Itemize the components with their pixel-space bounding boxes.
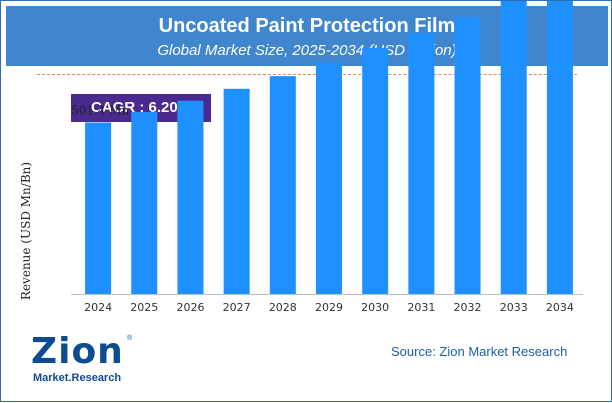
x-tick-label: 2032 xyxy=(454,301,482,314)
bar-2033 xyxy=(500,1,527,294)
bar-2031 xyxy=(408,33,435,294)
bar-2027 xyxy=(223,88,250,294)
bar-2030 xyxy=(362,48,389,294)
bar-2024 xyxy=(85,122,112,294)
x-tick-label: 2024 xyxy=(84,301,112,314)
chart-title: Uncoated Paint Protection Film xyxy=(158,15,456,37)
x-tick-label: 2028 xyxy=(269,301,297,314)
x-tick-label: 2027 xyxy=(223,301,251,314)
bar-2028 xyxy=(269,76,296,294)
logo-registered-mark: ® xyxy=(127,335,133,342)
dashed-divider xyxy=(37,74,577,75)
x-tick-label: 2033 xyxy=(500,301,528,314)
logo-name: Zion xyxy=(31,331,124,372)
zion-logo: Zion ® Market.Research xyxy=(31,333,141,393)
source-note: Source: Zion Market Research xyxy=(391,344,568,359)
data-label: 501.4 Mn xyxy=(71,104,129,118)
x-tick-label: 2030 xyxy=(361,301,389,314)
x-tick-label: 2029 xyxy=(315,301,343,314)
y-axis-label: Revenue (USD Mn/Bn) xyxy=(19,161,33,301)
bar-2026 xyxy=(177,100,204,295)
x-tick-label: 2026 xyxy=(176,301,204,314)
bar-2029 xyxy=(316,62,342,294)
bar-2025 xyxy=(131,112,158,294)
x-tick-label: 2031 xyxy=(407,301,435,314)
x-tick-label: 2025 xyxy=(130,301,158,314)
bar-2034 xyxy=(546,1,573,294)
bar-2032 xyxy=(454,16,481,294)
logo-subtitle: Market.Research xyxy=(33,372,122,384)
x-tick-label: 2034 xyxy=(546,301,574,314)
